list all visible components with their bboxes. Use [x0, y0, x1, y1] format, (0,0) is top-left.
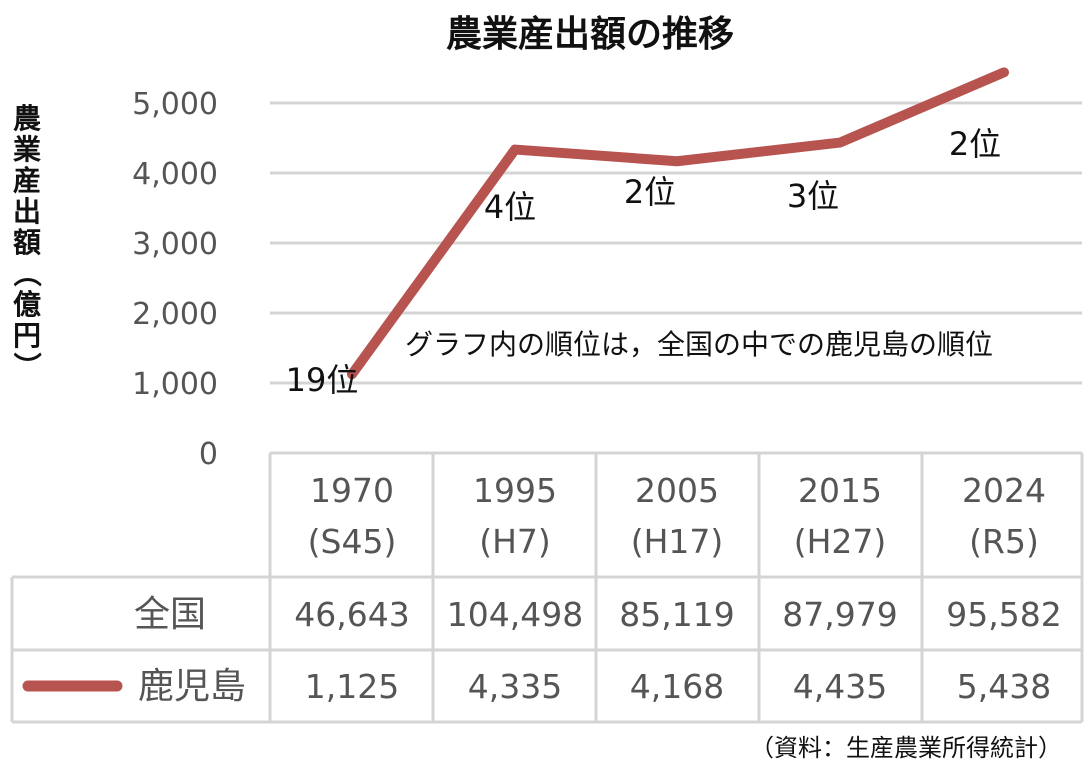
y-axis-label-char: 出: [13, 195, 41, 228]
x-category-year: 2005: [635, 471, 719, 510]
rank-label: 19位: [286, 361, 359, 399]
x-category-era: (H17): [631, 522, 724, 561]
national-cell: 87,979: [782, 595, 897, 634]
kagoshima-cell: 4,335: [468, 667, 562, 706]
y-axis-label-char: 億: [13, 288, 41, 321]
x-category-year: 1995: [473, 471, 557, 510]
y-tick-label: 2,000: [132, 297, 218, 332]
y-axis-label-char: ）: [10, 352, 43, 380]
y-axis-label-char: 業: [13, 133, 41, 166]
y-tick-label: 0: [199, 437, 218, 472]
national-cell: 95,582: [946, 595, 1061, 634]
y-tick-label: 5,000: [132, 87, 218, 122]
row-label-national: 全国: [134, 594, 206, 635]
x-category-era: (H27): [794, 522, 887, 561]
chart-note: グラフ内の順位は，全国の中での鹿児島の順位: [405, 328, 993, 361]
rank-label: 2位: [624, 173, 676, 211]
x-category-era: (S45): [308, 522, 397, 561]
national-cell: 46,643: [294, 595, 409, 634]
source-note: （資料：生産農業所得統計）: [750, 734, 1062, 762]
y-axis-label-char: 農: [13, 102, 41, 135]
y-axis-label-char: （: [10, 259, 43, 287]
kagoshima-cell: 5,438: [957, 667, 1051, 706]
y-tick-label: 1,000: [132, 367, 218, 402]
y-tick-label: 3,000: [132, 227, 218, 262]
kagoshima-cell: 1,125: [305, 667, 399, 706]
y-axis-label-char: 額: [13, 226, 41, 259]
chart-title: 農業産出額の推移: [446, 14, 734, 55]
x-category-era: (R5): [969, 522, 1039, 561]
kagoshima-cell: 4,435: [793, 667, 887, 706]
row-label-kagoshima: 鹿児島: [138, 666, 246, 707]
rank-label: 4位: [484, 188, 536, 226]
kagoshima-cell: 4,168: [630, 667, 724, 706]
national-cell: 104,498: [447, 595, 583, 634]
x-category-year: 2015: [798, 471, 882, 510]
x-category-year: 1970: [310, 471, 394, 510]
x-category-era: (H7): [479, 522, 551, 561]
y-axis-label-char: 産: [13, 164, 41, 197]
x-category-year: 2024: [962, 471, 1046, 510]
y-tick-label: 4,000: [132, 157, 218, 192]
national-cell: 85,119: [619, 595, 734, 634]
rank-label: 2位: [949, 125, 1001, 163]
y-axis-label-char: 円: [13, 319, 41, 352]
rank-label: 3位: [787, 177, 839, 215]
